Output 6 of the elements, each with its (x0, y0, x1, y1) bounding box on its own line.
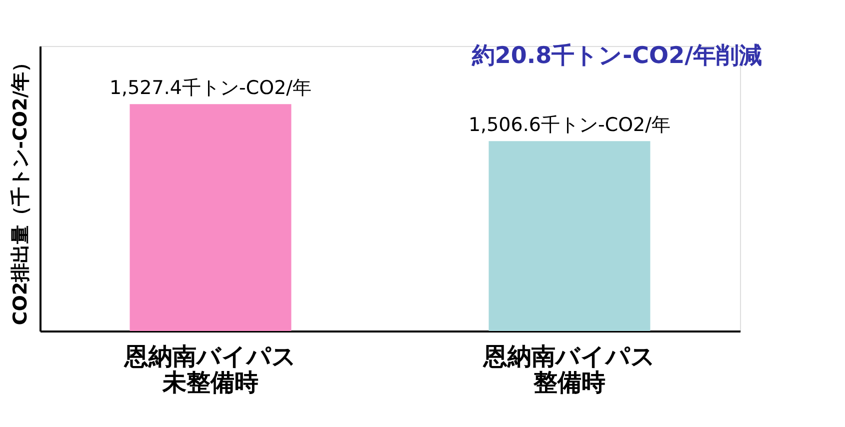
data-label: 1,506.6千トン-CO2/年 (468, 114, 671, 136)
data-label: 1,527.4千トン-CO2/年 (109, 77, 312, 100)
x-tick-label: 恩納南バイパス整備時 (482, 342, 656, 396)
x-tick-label: 恩納南バイパス未整備時 (124, 342, 297, 396)
y-axis-title: CO2排出量（千トン-CO2/年） (10, 52, 32, 326)
annotation: 約20.8千トン-CO2/年削減 (470, 43, 762, 69)
